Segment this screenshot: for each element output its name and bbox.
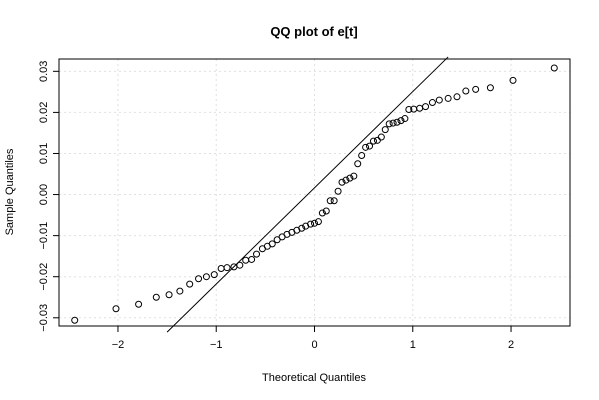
data-point: [318, 209, 326, 217]
data-point: [362, 143, 370, 151]
data-point: [354, 160, 362, 168]
data-point: [223, 264, 231, 272]
y-tick-label: 0.03: [38, 61, 50, 82]
data-point: [444, 94, 452, 102]
data-point: [509, 76, 517, 84]
y-tick-label: −0.01: [38, 222, 50, 250]
data-point: [71, 316, 79, 324]
x-tick-label: −1: [210, 339, 223, 351]
data-point: [385, 120, 393, 128]
data-point: [366, 142, 374, 150]
data-point: [186, 280, 194, 288]
data-point: [152, 293, 160, 301]
data-point: [165, 291, 173, 299]
data-point: [210, 271, 218, 279]
y-tick-label: 0.02: [38, 102, 50, 123]
x-tick-label: −2: [112, 339, 125, 351]
data-point: [217, 264, 225, 272]
y-tick-label: −0.02: [38, 263, 50, 291]
data-point: [314, 218, 322, 226]
y-tick-label: 0.00: [38, 184, 50, 205]
grid: [59, 59, 570, 326]
data-point: [428, 99, 436, 107]
data-point: [298, 224, 306, 232]
data-points: [71, 64, 558, 324]
data-point: [195, 275, 203, 283]
data-point: [202, 273, 210, 281]
data-point: [358, 152, 366, 160]
data-point: [311, 219, 318, 227]
data-point: [397, 117, 405, 125]
data-point: [346, 174, 354, 182]
data-point: [393, 118, 401, 126]
data-point: [330, 197, 338, 205]
data-point: [322, 207, 330, 215]
y-tick-label: 0.01: [38, 143, 50, 164]
data-point: [350, 172, 358, 180]
data-point: [550, 64, 558, 72]
data-point: [472, 85, 480, 93]
qq-reference-line: [166, 56, 449, 333]
x-axis-label: Theoretical Quantiles: [262, 372, 366, 384]
data-point: [242, 256, 250, 264]
data-point: [307, 220, 315, 228]
reference-line-group: [166, 56, 449, 333]
data-point: [416, 104, 424, 112]
data-point: [326, 197, 334, 205]
data-point: [405, 106, 413, 114]
x-tick-label: 2: [508, 339, 514, 351]
data-point: [373, 136, 381, 144]
data-point: [338, 178, 346, 186]
data-point: [422, 103, 430, 111]
y-axis: −0.03 −0.02 −0.01 0.00 0.01 0.02 0.03: [38, 61, 59, 332]
data-point: [486, 84, 494, 92]
chart-title: QQ plot of e[t]: [270, 24, 357, 39]
data-point: [435, 96, 443, 104]
data-point: [453, 93, 461, 101]
data-point: [462, 87, 470, 95]
y-tick-label: −0.03: [38, 304, 50, 332]
x-tick-label: 0: [311, 339, 317, 351]
data-point: [342, 176, 350, 184]
x-tick-label: 1: [410, 339, 416, 351]
data-point: [369, 137, 377, 145]
data-point: [334, 187, 342, 195]
data-point: [389, 119, 397, 127]
data-point: [236, 261, 244, 269]
data-point: [135, 300, 143, 308]
data-point: [377, 133, 385, 141]
data-point: [401, 115, 409, 123]
data-point: [176, 287, 184, 295]
data-point: [253, 250, 261, 258]
data-point: [381, 126, 389, 134]
data-point: [268, 240, 276, 248]
y-axis-label: Sample Quantiles: [4, 148, 16, 235]
data-point: [112, 305, 120, 313]
data-point: [248, 255, 256, 263]
x-axis: −2 −1 0 1 2: [112, 326, 514, 351]
